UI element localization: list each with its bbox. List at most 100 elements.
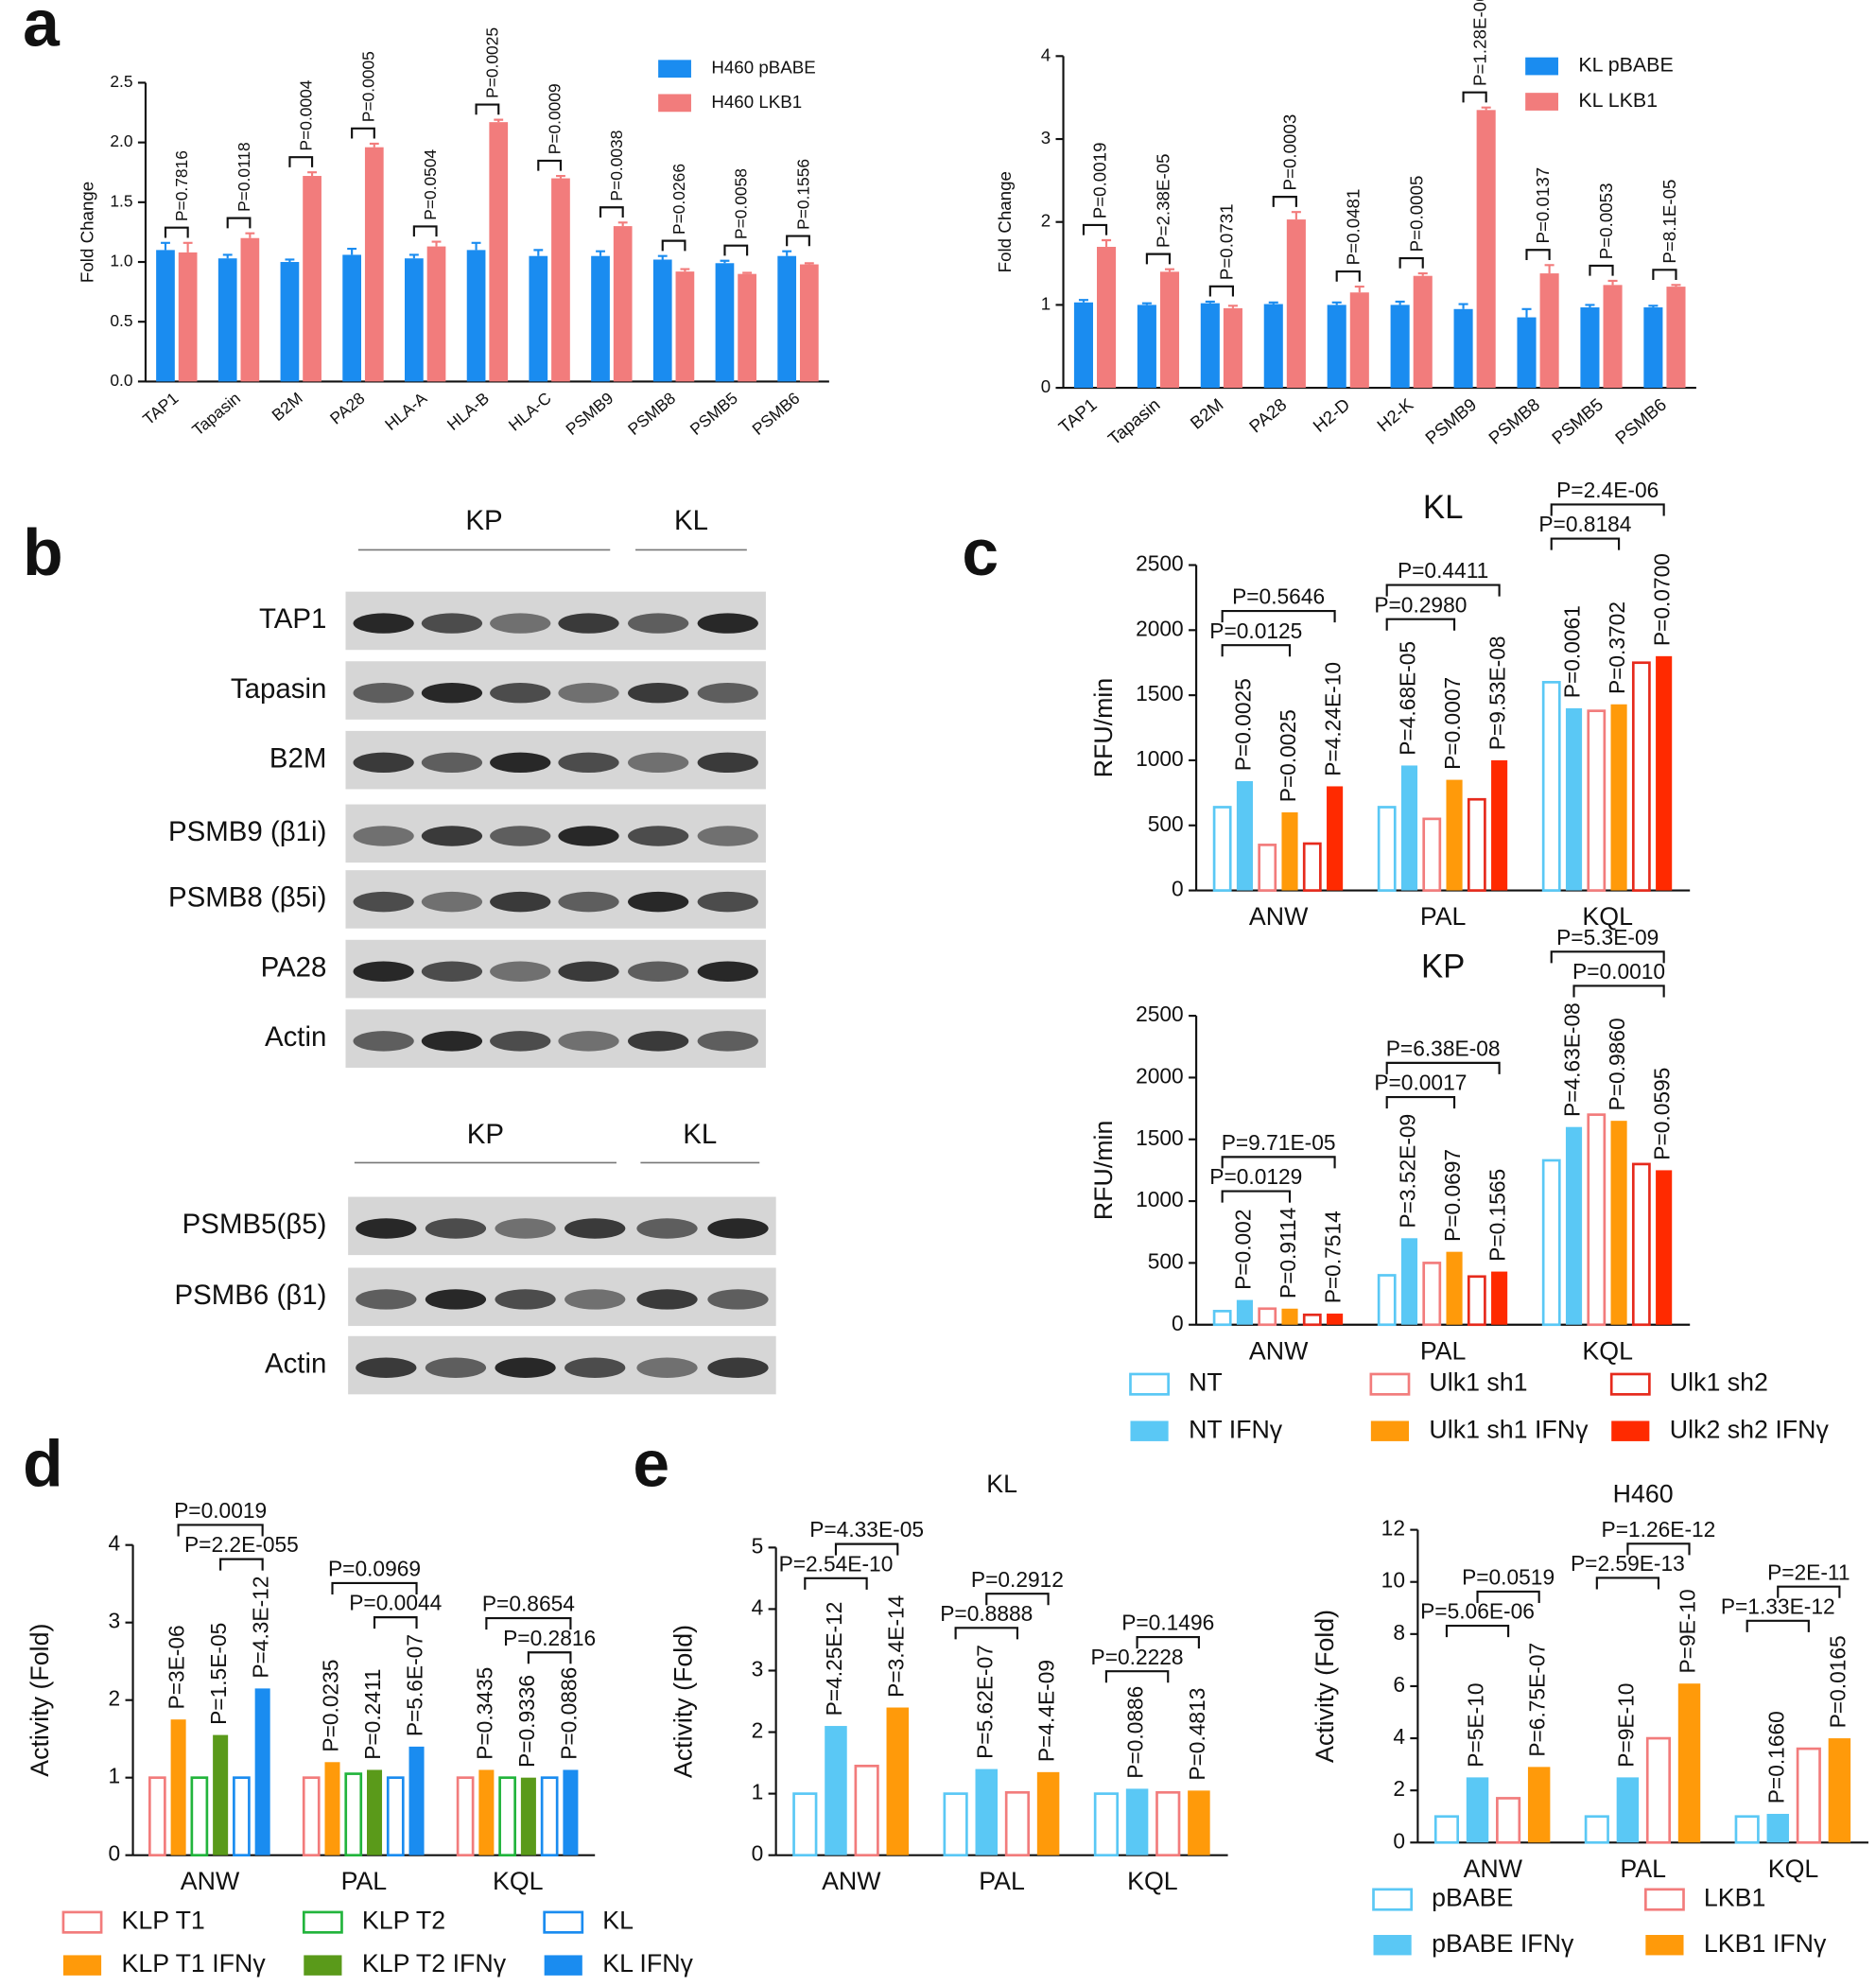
error-bar <box>285 258 295 263</box>
x-tick-label: PAL <box>979 1867 1025 1895</box>
error-bar <box>533 249 544 256</box>
p-value: P=0.0235 <box>319 1660 343 1752</box>
x-tick-label: PAL <box>1420 902 1467 931</box>
bar <box>1413 275 1433 389</box>
bracket <box>219 1558 264 1571</box>
bracket <box>537 159 563 171</box>
bar <box>1349 292 1369 389</box>
bracket-label: P=0.2816 <box>503 1626 596 1650</box>
legend-swatch <box>62 1955 102 1976</box>
x-tick-label: HLA-B <box>443 389 493 434</box>
panel-letter: b <box>23 515 63 589</box>
p-value: P=0.0009 <box>545 83 564 154</box>
bar <box>1610 1121 1627 1325</box>
legend-label: Ulk1 sh2 <box>1670 1368 1768 1397</box>
p-value: P=0.7816 <box>172 150 191 221</box>
blot-strip <box>348 1267 776 1327</box>
bracket <box>1462 91 1487 103</box>
bracket <box>985 1593 1050 1606</box>
legend-label: NT IFNγ <box>1189 1415 1283 1443</box>
bracket <box>1595 1577 1660 1590</box>
p-value: P=0.0025 <box>1230 678 1255 771</box>
bracket-label: P=0.0125 <box>1209 618 1302 643</box>
bracket-label: P=9.71E-05 <box>1222 1130 1336 1155</box>
y-tick-label: 1 <box>1041 293 1051 313</box>
blot-band <box>558 826 619 846</box>
p-value: P=0.002 <box>1230 1210 1255 1290</box>
bar <box>1390 305 1410 389</box>
bracket <box>1385 1095 1456 1109</box>
bracket <box>786 235 810 247</box>
legend-swatch <box>61 1910 103 1934</box>
error-bar <box>1227 305 1238 308</box>
x-tick-label: HLA-C <box>505 389 555 435</box>
bracket <box>351 127 375 139</box>
error-bar <box>1205 300 1215 304</box>
bar <box>1223 307 1242 389</box>
bar <box>943 1792 968 1857</box>
blot-band <box>707 1289 769 1310</box>
blot-band <box>628 683 689 704</box>
bar <box>1476 110 1496 389</box>
p-value: P=0.0266 <box>669 164 688 235</box>
bar <box>1212 806 1232 892</box>
error-bar <box>596 250 605 256</box>
bracket-label: P=0.8888 <box>940 1601 1033 1626</box>
y-tick-label: 0 <box>1041 376 1051 396</box>
bar <box>1587 709 1607 892</box>
blot-band <box>490 891 551 913</box>
blot-band <box>356 1218 417 1239</box>
bar <box>1377 1274 1397 1327</box>
bar <box>1587 1113 1607 1327</box>
bar <box>1281 811 1298 891</box>
p-value: P=5.62E-07 <box>972 1645 997 1759</box>
bracket-label: P=0.0019 <box>174 1498 267 1523</box>
bracket <box>1221 609 1336 623</box>
bar <box>520 1777 536 1855</box>
x-tick-label: Tapasin <box>1104 394 1164 449</box>
bar <box>1327 786 1344 891</box>
blot-band <box>425 1218 487 1239</box>
legend-swatch <box>1645 1935 1684 1956</box>
bracket <box>1777 1585 1841 1598</box>
x-tick-label: H2-K <box>1373 394 1417 436</box>
x-tick-label: PA28 <box>326 389 368 428</box>
bar <box>1603 285 1623 389</box>
x-tick-label: KQL <box>1127 1867 1178 1895</box>
chart-title: KP <box>1421 949 1465 985</box>
error-bar <box>431 240 442 247</box>
bracket <box>599 206 624 218</box>
error-bar <box>1671 284 1681 287</box>
p-value: P=0.0595 <box>1650 1068 1675 1160</box>
y-tick-label: 6 <box>1393 1672 1405 1697</box>
error-bar <box>1544 264 1555 274</box>
legend-label: KL <box>602 1907 634 1935</box>
panel-letter: c <box>962 515 999 589</box>
bracket <box>1221 1156 1336 1169</box>
bar <box>498 1776 516 1857</box>
y-tick-label: 0.0 <box>110 371 132 390</box>
bar <box>148 1776 166 1857</box>
p-value: P=0.0058 <box>732 168 751 239</box>
blot-strip <box>345 804 766 863</box>
p-value: P=2.38E-05 <box>1154 153 1173 247</box>
bar <box>975 1768 999 1855</box>
legend-swatch <box>304 1955 342 1976</box>
p-value: P=4.4E-09 <box>1034 1660 1059 1762</box>
blot-band <box>421 961 483 982</box>
x-tick-label: H2-D <box>1310 394 1354 436</box>
blot-strip <box>345 661 766 720</box>
error-bar <box>1354 286 1364 293</box>
p-value: P=0.0700 <box>1650 553 1675 646</box>
p-value: P=4.24E-10 <box>1321 662 1346 776</box>
p-value: P=0.0003 <box>1279 114 1299 191</box>
bar <box>792 1792 818 1857</box>
p-value: P=0.1556 <box>793 159 812 230</box>
blot-band <box>495 1357 556 1378</box>
legend-swatch <box>543 1910 584 1934</box>
bar <box>1734 1815 1760 1844</box>
bar <box>217 258 237 382</box>
bracket <box>1652 269 1677 280</box>
bar <box>1453 308 1473 389</box>
y-tick-label: 500 <box>1148 1248 1184 1273</box>
